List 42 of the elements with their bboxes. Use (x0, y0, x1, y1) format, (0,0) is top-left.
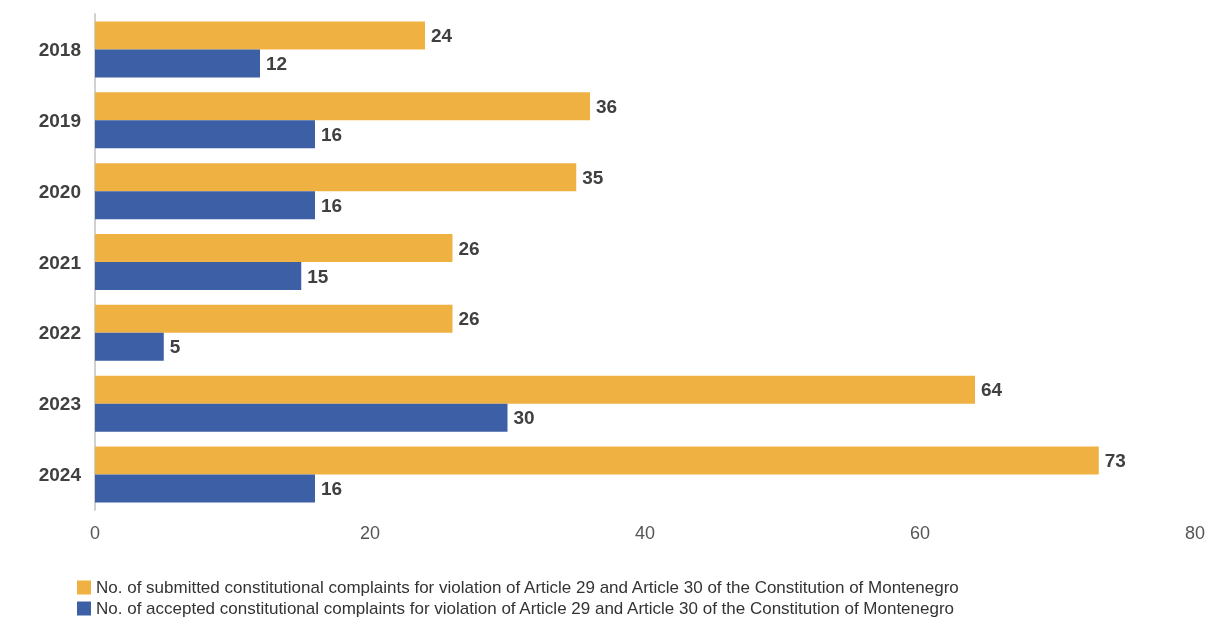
data-label: 73 (1104, 450, 1126, 472)
x-tick-label: 40 (634, 523, 656, 543)
y-tick-label: 2024 (38, 464, 82, 486)
x-tick-label: 60 (909, 523, 931, 543)
bar (95, 304, 453, 333)
data-label: 24 (431, 24, 453, 46)
x-tick-label: 80 (1184, 523, 1206, 543)
bar (95, 446, 1099, 475)
bar (95, 375, 975, 404)
data-label: 12 (266, 52, 288, 74)
data-label: 30 (513, 407, 535, 429)
legend-label: No. of submitted constitutional complaints for violation of Article 29 and Article 30 of the Constitution of Montenegro (96, 578, 959, 597)
x-tick-label: 20 (359, 523, 381, 543)
y-tick-label: 2019 (38, 109, 81, 131)
y-tick-label: 2023 (38, 393, 81, 415)
y-tick-label: 2022 (38, 322, 81, 344)
bar (95, 21, 425, 50)
data-label: 5 (169, 336, 181, 358)
bar (95, 234, 453, 262)
x-tick-label: 0 (89, 523, 101, 543)
data-label: 35 (582, 166, 604, 188)
data-label: 26 (458, 308, 480, 330)
data-label: 15 (307, 265, 329, 287)
legend-label: No. of accepted constitutional complaints for violation of Article 29 and Article 30 of the Constitution of Montenegro (96, 599, 955, 618)
y-tick-label: 2018 (38, 38, 81, 60)
bar (95, 474, 315, 503)
data-label: 26 (458, 237, 480, 259)
bar (95, 163, 577, 192)
y-tick-label: 2020 (38, 180, 81, 202)
data-label: 16 (321, 194, 343, 216)
data-label: 16 (321, 123, 343, 145)
bar (95, 403, 508, 432)
bar (95, 120, 315, 149)
data-label: 64 (981, 379, 1003, 401)
data-label: 16 (321, 478, 343, 500)
bar (95, 49, 260, 78)
data-label: 36 (596, 95, 618, 117)
bar (95, 262, 302, 290)
bar (95, 332, 164, 361)
bar (95, 191, 315, 220)
bar (95, 92, 590, 121)
y-tick-label: 2021 (38, 251, 82, 273)
